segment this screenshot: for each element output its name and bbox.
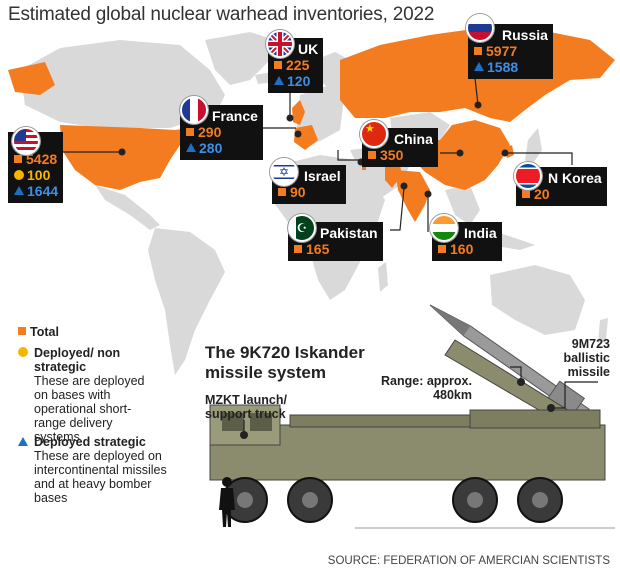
country-name: UK bbox=[298, 41, 319, 57]
page-title: Estimated global nuclear warhead invento… bbox=[8, 4, 435, 25]
total-square-icon bbox=[522, 190, 530, 198]
north-korea-flag-icon bbox=[514, 162, 542, 190]
legend-total: Total bbox=[18, 325, 178, 339]
india-flag-icon bbox=[430, 214, 458, 242]
strategic-triangle-icon bbox=[186, 143, 196, 152]
total-square-icon bbox=[14, 155, 22, 163]
total-square-icon bbox=[18, 327, 26, 335]
total-value: 90 bbox=[278, 184, 341, 200]
strategic-triangle-icon bbox=[18, 437, 28, 446]
total-square-icon bbox=[186, 128, 194, 136]
total-square-icon bbox=[294, 245, 302, 253]
israel-flag-icon: ✡ bbox=[270, 158, 298, 186]
legend-nonstrategic: Deployed/ non strategic These are deploy… bbox=[18, 346, 178, 444]
total-square-icon bbox=[474, 47, 482, 55]
source-note: SOURCE: FEDERATION OF AMERCIAN SCIENTIST… bbox=[327, 555, 610, 567]
country-name: Russia bbox=[502, 27, 548, 43]
china-flag-icon: ★ bbox=[360, 120, 388, 148]
strategic-triangle-icon bbox=[14, 186, 24, 195]
leader-lines bbox=[60, 77, 573, 232]
country-name: N Korea bbox=[548, 170, 602, 186]
country-name: India bbox=[464, 225, 497, 241]
strategic-value: 120 bbox=[274, 73, 318, 89]
truck-label: MZKT launch/ support truck bbox=[205, 393, 287, 421]
country-box-france: France 290 280 bbox=[180, 105, 263, 160]
missile-system-title: The 9K720 Iskander missile system bbox=[205, 343, 365, 382]
country-name: Pakistan bbox=[320, 225, 378, 241]
strategic-value: 1644 bbox=[14, 183, 58, 199]
total-value: 290 bbox=[186, 124, 258, 140]
uk-flag-icon bbox=[266, 30, 294, 58]
total-square-icon bbox=[274, 61, 282, 69]
range-label: Range: approx. 480km bbox=[381, 374, 472, 402]
total-value: 350 bbox=[368, 147, 433, 163]
strategic-value: 1588 bbox=[474, 59, 548, 75]
strategic-triangle-icon bbox=[474, 62, 484, 71]
nonstrategic-value: 100 bbox=[14, 167, 58, 183]
total-value: 5428 bbox=[14, 151, 58, 167]
total-square-icon bbox=[438, 245, 446, 253]
total-value: 165 bbox=[294, 241, 378, 257]
location-dots bbox=[118, 101, 509, 198]
strategic-triangle-icon bbox=[274, 76, 284, 85]
us-flag-icon bbox=[12, 127, 40, 155]
country-name: China bbox=[394, 131, 433, 147]
total-value: 160 bbox=[438, 241, 497, 257]
total-square-icon bbox=[278, 188, 286, 196]
pakistan-flag-icon: ☪ bbox=[288, 214, 316, 242]
iskander-illustration bbox=[209, 304, 615, 529]
total-value: 5977 bbox=[474, 43, 548, 59]
total-value: 225 bbox=[274, 57, 318, 73]
strategic-value: 280 bbox=[186, 140, 258, 156]
country-name: France bbox=[212, 108, 258, 124]
russia-flag-icon bbox=[466, 14, 494, 42]
nonstrategic-circle-icon bbox=[14, 170, 24, 180]
legend-strategic: Deployed strategic These are deployed on… bbox=[18, 435, 178, 505]
total-value: 20 bbox=[522, 186, 602, 202]
nonstrategic-circle-icon bbox=[18, 347, 28, 357]
missile-label: 9M723 ballistic missile bbox=[563, 337, 610, 379]
total-square-icon bbox=[368, 151, 376, 159]
france-flag-icon bbox=[180, 96, 208, 124]
country-name: Israel bbox=[304, 168, 341, 184]
